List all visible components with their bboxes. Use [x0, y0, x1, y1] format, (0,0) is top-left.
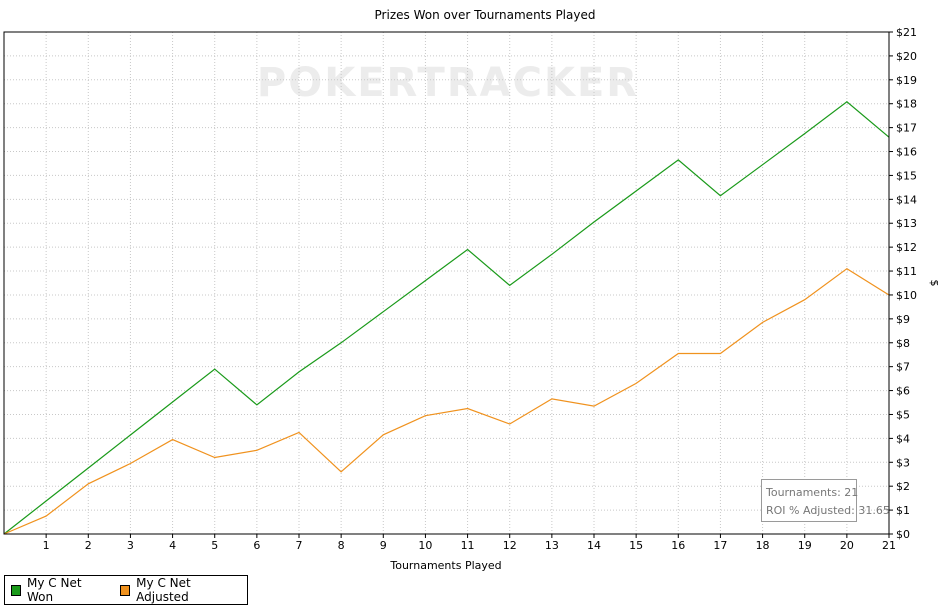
pokertracker-watermark-logo: POKERTRACKER	[257, 60, 639, 106]
chart-axes	[3, 31, 890, 535]
watermark-text: POKERTRACKER	[257, 60, 639, 106]
y-tick-label: $4	[896, 432, 910, 445]
y-axis-label: $	[928, 280, 938, 287]
x-tick-label: 13	[545, 539, 559, 552]
y-tick-label: $10	[896, 289, 917, 302]
y-tick-label: $17	[896, 122, 917, 135]
plot-frame	[3, 31, 890, 535]
x-tick-label: 11	[461, 539, 475, 552]
chart-series	[3, 101, 890, 535]
chart-tick-labels: 1 2 3 4 5 6 7 8 9 10 11 12 13 14 15 16 17 18 19 20 21$0$1$2$…	[43, 26, 917, 552]
chart-legend: My C Net Won My C Net Adjusted	[4, 575, 248, 605]
legend-entry-net-adjusted: My C Net Adjusted	[120, 576, 235, 604]
y-tick-label: $9	[896, 313, 910, 326]
y-tick-label: $15	[896, 169, 917, 182]
legend-label-net-adjusted: My C Net Adjusted	[136, 576, 191, 604]
x-tick-label: 16	[671, 539, 685, 552]
x-tick-label: 9	[380, 539, 387, 552]
legend-label-net-won: My C Net Won	[27, 576, 82, 604]
x-tick-label: 8	[338, 539, 345, 552]
y-tick-label: $8	[896, 337, 910, 350]
y-tick-label: $2	[896, 480, 910, 493]
chart-grid	[4, 31, 890, 534]
y-tick-label: $0	[896, 528, 910, 541]
y-tick-label: $5	[896, 408, 910, 421]
x-tick-label: 15	[629, 539, 643, 552]
x-tick-label: 12	[503, 539, 517, 552]
x-tick-label: 19	[798, 539, 812, 552]
x-tick-label: 5	[211, 539, 218, 552]
x-tick-label: 17	[713, 539, 727, 552]
y-tick-label: $16	[896, 146, 917, 159]
stats-info-box: Tournaments: 21 ROI % Adjusted: 31.65	[761, 479, 890, 522]
y-tick-label: $20	[896, 50, 917, 63]
y-tick-label: $3	[896, 456, 910, 469]
x-axis-label: Tournaments Played	[389, 559, 501, 572]
y-tick-label: $11	[896, 265, 917, 278]
legend-swatch-net-adjusted	[120, 584, 131, 596]
x-tick-label: 4	[169, 539, 176, 552]
legend-swatch-net-won	[11, 584, 21, 596]
tournaments-count: Tournaments: 21	[766, 486, 859, 499]
y-tick-label: $6	[896, 385, 910, 398]
y-tick-label: $12	[896, 241, 917, 254]
legend-entry-net-won: My C Net Won	[11, 576, 102, 604]
x-tick-label: 7	[296, 539, 303, 552]
y-tick-label: $7	[896, 361, 910, 374]
x-tick-label: 18	[756, 539, 770, 552]
y-tick-label: $13	[896, 217, 917, 230]
chart-title: Prizes Won over Tournaments Played	[375, 8, 596, 22]
x-tick-label: 10	[418, 539, 432, 552]
y-tick-label: $18	[896, 98, 917, 111]
x-tick-label: 1	[43, 539, 50, 552]
series-line-net-won	[3, 101, 890, 535]
y-tick-label: $19	[896, 74, 917, 87]
roi-adjusted: ROI % Adjusted: 31.65	[766, 504, 890, 517]
y-tick-label: $21	[896, 26, 917, 39]
y-tick-label: $1	[896, 504, 910, 517]
x-tick-label: 20	[840, 539, 854, 552]
x-tick-label: 2	[85, 539, 92, 552]
x-tick-label: 6	[253, 539, 260, 552]
x-tick-label: 3	[127, 539, 134, 552]
x-tick-label: 21	[882, 539, 896, 552]
x-tick-label: 14	[587, 539, 601, 552]
y-tick-label: $14	[896, 193, 917, 206]
series-line-net-adjusted	[3, 267, 890, 535]
